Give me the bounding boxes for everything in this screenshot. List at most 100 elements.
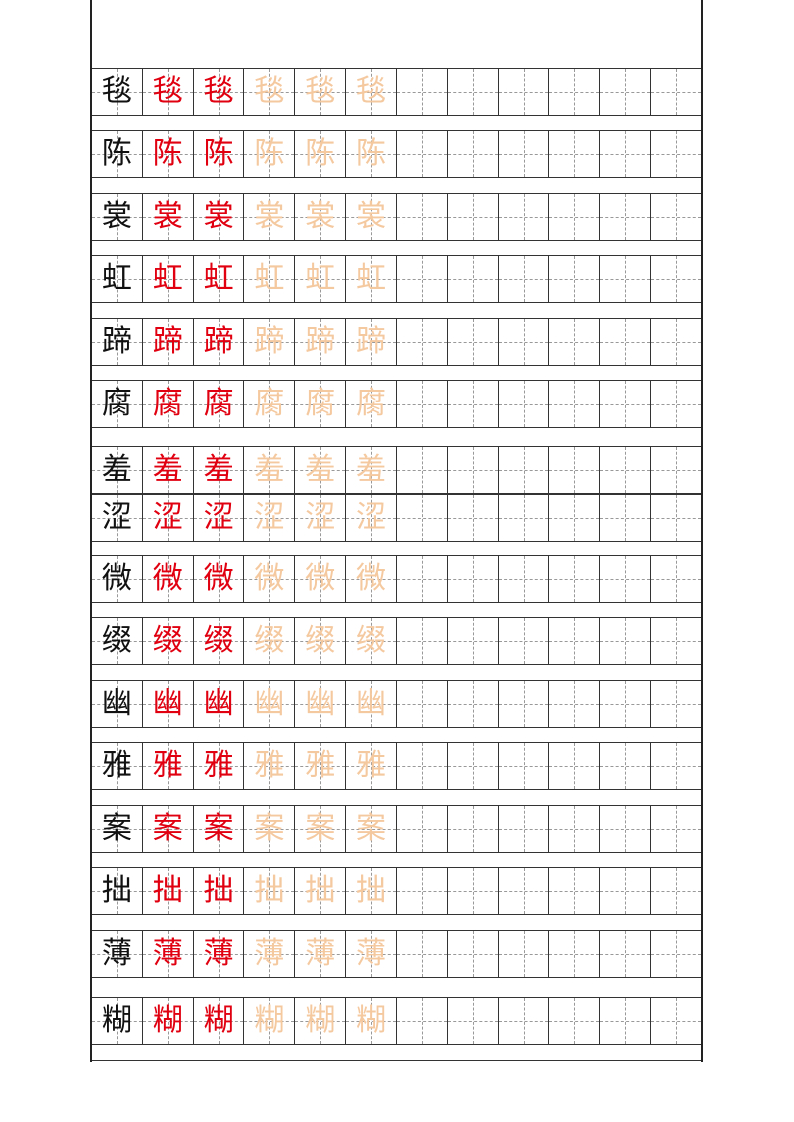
light-trace-character: 案 <box>305 811 336 846</box>
practice-row: 微微微微微微 <box>92 555 701 603</box>
grid-cell <box>498 806 550 852</box>
light-trace-character: 陈 <box>356 136 387 171</box>
grid-cell <box>396 381 448 427</box>
grid-cell <box>498 868 550 914</box>
grid-cell <box>447 447 499 493</box>
grid-cell <box>651 256 701 302</box>
grid-cell: 毯 <box>92 69 143 115</box>
model-character: 裳 <box>101 199 132 234</box>
light-trace-character: 裳 <box>356 199 387 234</box>
light-trace-character: 雅 <box>305 748 336 783</box>
grid-cell <box>447 998 499 1044</box>
grid-cell: 虹 <box>193 256 245 302</box>
grid-cell: 幽 <box>346 681 397 727</box>
grid-cell: 微 <box>346 556 397 602</box>
light-trace-character: 羞 <box>305 452 336 487</box>
grid-cell: 羞 <box>92 447 143 493</box>
model-character: 薄 <box>101 936 132 971</box>
light-trace-character: 幽 <box>254 686 285 721</box>
grid-cell <box>447 743 499 789</box>
light-trace-character: 虹 <box>254 261 285 296</box>
grid-cell <box>549 447 601 493</box>
grid-cell: 缀 <box>244 618 296 664</box>
grid-cell <box>498 194 550 240</box>
grid-cell: 薄 <box>295 931 347 977</box>
red-trace-character: 涩 <box>203 500 234 535</box>
grid-cell: 毯 <box>295 69 347 115</box>
grid-cell: 幽 <box>142 681 194 727</box>
red-trace-character: 案 <box>152 811 183 846</box>
grid-cell: 涩 <box>295 495 347 541</box>
practice-row: 羞羞羞羞羞羞 <box>92 446 701 494</box>
red-trace-character: 腐 <box>152 386 183 421</box>
practice-row: 案案案案案案 <box>92 805 701 853</box>
grid-cell <box>651 69 701 115</box>
grid-cell: 缀 <box>346 618 397 664</box>
light-trace-character: 缀 <box>356 623 387 658</box>
grid-cell: 裳 <box>244 194 296 240</box>
grid-cell <box>498 618 550 664</box>
red-trace-character: 微 <box>152 561 183 596</box>
grid-cell <box>396 69 448 115</box>
grid-cell <box>549 556 601 602</box>
grid-cell <box>447 618 499 664</box>
grid-cell: 案 <box>142 806 194 852</box>
grid-cell: 案 <box>92 806 143 852</box>
model-character: 涩 <box>101 500 132 535</box>
grid-cell: 羞 <box>295 447 347 493</box>
practice-row: 裳裳裳裳裳裳 <box>92 193 701 241</box>
grid-cell: 薄 <box>193 931 245 977</box>
red-trace-character: 陈 <box>152 136 183 171</box>
grid-cell <box>447 495 499 541</box>
grid-cell: 微 <box>295 556 347 602</box>
light-trace-character: 虹 <box>305 261 336 296</box>
grid-cell <box>498 381 550 427</box>
practice-row: 缀缀缀缀缀缀 <box>92 617 701 665</box>
grid-cell <box>396 495 448 541</box>
light-trace-character: 案 <box>356 811 387 846</box>
grid-cell <box>549 931 601 977</box>
grid-cell <box>651 868 701 914</box>
model-character: 缀 <box>101 623 132 658</box>
light-trace-character: 腐 <box>305 386 336 421</box>
grid-cell <box>396 743 448 789</box>
grid-cell <box>498 447 550 493</box>
grid-cell: 蹄 <box>92 319 143 365</box>
grid-cell <box>600 618 652 664</box>
grid-cell <box>651 743 701 789</box>
grid-cell: 糊 <box>92 998 143 1044</box>
grid-cell <box>600 931 652 977</box>
light-trace-character: 蹄 <box>254 324 285 359</box>
grid-cell: 糊 <box>193 998 245 1044</box>
model-character: 毯 <box>101 74 132 109</box>
grid-cell <box>600 69 652 115</box>
grid-cell <box>549 998 601 1044</box>
grid-cell <box>498 131 550 177</box>
red-trace-character: 薄 <box>152 936 183 971</box>
light-trace-character: 羞 <box>356 452 387 487</box>
grid-cell: 毯 <box>346 69 397 115</box>
red-trace-character: 幽 <box>152 686 183 721</box>
practice-row: 毯毯毯毯毯毯 <box>92 68 701 116</box>
grid-cell <box>651 319 701 365</box>
light-trace-character: 涩 <box>305 500 336 535</box>
grid-cell <box>549 618 601 664</box>
practice-row: 幽幽幽幽幽幽 <box>92 680 701 728</box>
grid-cell: 微 <box>244 556 296 602</box>
grid-cell <box>498 743 550 789</box>
grid-cell: 案 <box>244 806 296 852</box>
light-trace-character: 微 <box>305 561 336 596</box>
red-trace-character: 涩 <box>152 500 183 535</box>
grid-cell <box>651 495 701 541</box>
red-trace-character: 裳 <box>203 199 234 234</box>
grid-cell: 案 <box>346 806 397 852</box>
red-trace-character: 毯 <box>203 74 234 109</box>
grid-cell <box>600 495 652 541</box>
grid-cell <box>447 131 499 177</box>
grid-cell <box>651 681 701 727</box>
grid-cell: 拙 <box>193 868 245 914</box>
light-trace-character: 微 <box>254 561 285 596</box>
grid-cell <box>549 131 601 177</box>
grid-cell: 雅 <box>244 743 296 789</box>
light-trace-character: 涩 <box>356 500 387 535</box>
